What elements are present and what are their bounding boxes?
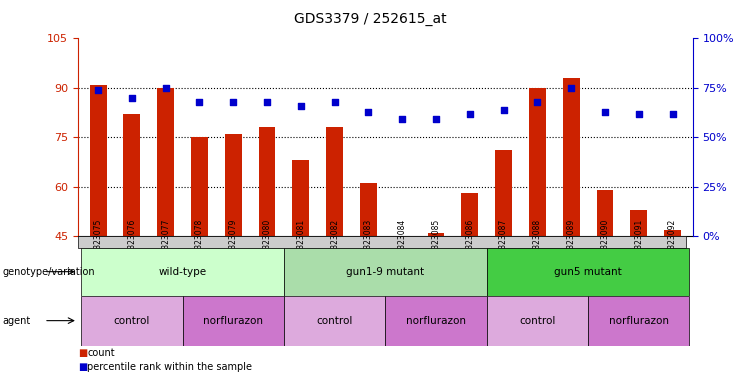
Text: GSM323077: GSM323077: [161, 219, 170, 265]
Text: gun1-9 mutant: gun1-9 mutant: [346, 266, 425, 277]
Bar: [82, 248, 284, 296]
Text: genotype/variation: genotype/variation: [2, 266, 95, 277]
Text: GSM323084: GSM323084: [398, 219, 407, 265]
Bar: [82, 296, 182, 346]
Bar: [326, 127, 343, 236]
Text: agent: agent: [2, 316, 30, 326]
Bar: [462, 193, 478, 236]
Bar: [529, 88, 546, 236]
Text: GSM323086: GSM323086: [465, 219, 474, 265]
Text: control: control: [316, 316, 353, 326]
Text: control: control: [519, 316, 556, 326]
Text: GSM323079: GSM323079: [229, 219, 238, 265]
Point: [126, 94, 138, 101]
Bar: [428, 233, 445, 236]
Text: GSM323080: GSM323080: [262, 219, 271, 265]
Bar: [597, 190, 614, 236]
Text: GDS3379 / 252615_at: GDS3379 / 252615_at: [294, 12, 447, 25]
Point: [430, 116, 442, 122]
Bar: [293, 161, 309, 236]
Bar: [562, 78, 579, 236]
Point: [633, 111, 645, 117]
Bar: [631, 210, 647, 236]
Text: GSM323087: GSM323087: [499, 219, 508, 265]
Text: GSM323085: GSM323085: [431, 219, 440, 265]
Text: GSM323078: GSM323078: [195, 219, 204, 265]
Text: control: control: [113, 316, 150, 326]
Text: norflurazon: norflurazon: [609, 316, 669, 326]
Bar: [90, 84, 107, 236]
Point: [667, 111, 679, 117]
Text: GSM323083: GSM323083: [364, 219, 373, 265]
Point: [160, 85, 172, 91]
Text: ■: ■: [78, 348, 87, 358]
Bar: [664, 230, 681, 236]
Bar: [191, 137, 208, 236]
Point: [531, 99, 543, 105]
Text: GSM323075: GSM323075: [93, 219, 102, 265]
Text: GSM323090: GSM323090: [600, 219, 610, 265]
Point: [261, 99, 273, 105]
Text: GSM323081: GSM323081: [296, 219, 305, 265]
Point: [599, 109, 611, 115]
Point: [193, 99, 205, 105]
Text: GSM323089: GSM323089: [567, 219, 576, 265]
Text: percentile rank within the sample: percentile rank within the sample: [87, 362, 253, 372]
Bar: [259, 127, 276, 236]
Text: GSM323088: GSM323088: [533, 219, 542, 265]
Bar: [225, 134, 242, 236]
Text: wild-type: wild-type: [159, 266, 207, 277]
Point: [92, 87, 104, 93]
Bar: [157, 88, 174, 236]
Bar: [182, 296, 284, 346]
Point: [362, 109, 374, 115]
Point: [565, 85, 577, 91]
Text: GSM323092: GSM323092: [668, 219, 677, 265]
Point: [227, 99, 239, 105]
Text: GSM323082: GSM323082: [330, 219, 339, 265]
Bar: [284, 248, 487, 296]
Bar: [360, 184, 377, 236]
Text: GSM323091: GSM323091: [634, 219, 643, 265]
Bar: [385, 296, 487, 346]
Point: [396, 116, 408, 122]
Text: norflurazon: norflurazon: [406, 316, 466, 326]
Text: ■: ■: [78, 362, 87, 372]
Text: gun5 mutant: gun5 mutant: [554, 266, 622, 277]
Point: [498, 106, 510, 113]
Text: GSM323076: GSM323076: [127, 219, 136, 265]
Bar: [124, 114, 140, 236]
Point: [295, 103, 307, 109]
Bar: [487, 296, 588, 346]
Point: [329, 99, 341, 105]
Point: [464, 111, 476, 117]
Text: norflurazon: norflurazon: [203, 316, 263, 326]
Text: count: count: [87, 348, 115, 358]
Bar: [487, 248, 689, 296]
Bar: [495, 151, 512, 236]
Bar: [284, 296, 385, 346]
Bar: [588, 296, 689, 346]
